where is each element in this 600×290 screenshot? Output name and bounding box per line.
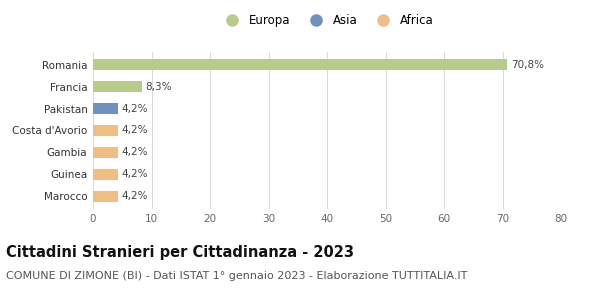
- Text: 4,2%: 4,2%: [122, 147, 148, 157]
- Text: 4,2%: 4,2%: [122, 104, 148, 114]
- Text: COMUNE DI ZIMONE (BI) - Dati ISTAT 1° gennaio 2023 - Elaborazione TUTTITALIA.IT: COMUNE DI ZIMONE (BI) - Dati ISTAT 1° ge…: [6, 271, 467, 281]
- Bar: [93, 125, 118, 136]
- Text: 8,3%: 8,3%: [146, 82, 172, 92]
- Text: 4,2%: 4,2%: [122, 126, 148, 135]
- Bar: [93, 147, 118, 158]
- Bar: [93, 103, 118, 114]
- Text: 4,2%: 4,2%: [122, 191, 148, 201]
- Text: Cittadini Stranieri per Cittadinanza - 2023: Cittadini Stranieri per Cittadinanza - 2…: [6, 245, 354, 260]
- Bar: [93, 169, 118, 180]
- Bar: [93, 81, 142, 92]
- Bar: [93, 191, 118, 202]
- Legend: Europa, Asia, Africa: Europa, Asia, Africa: [220, 14, 434, 27]
- Bar: [93, 59, 507, 70]
- Text: 4,2%: 4,2%: [122, 169, 148, 179]
- Text: 70,8%: 70,8%: [511, 60, 544, 70]
